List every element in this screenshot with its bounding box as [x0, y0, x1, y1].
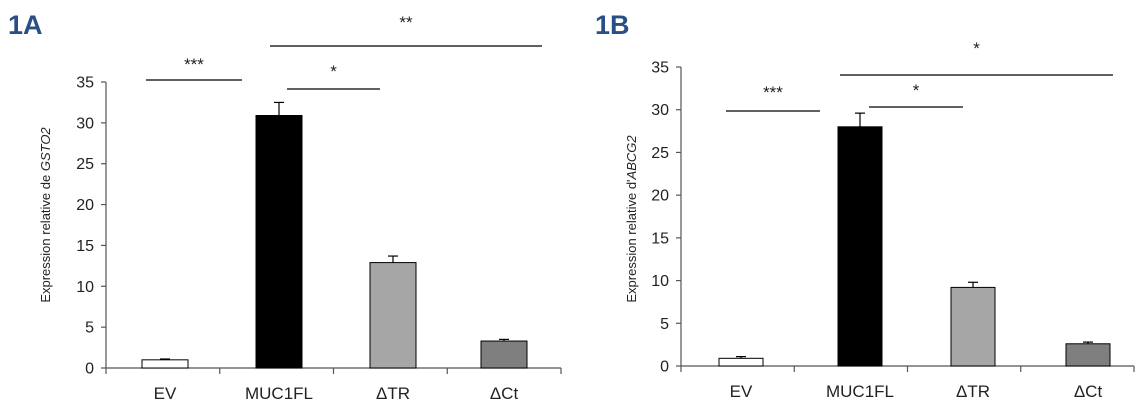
x-tick-label: ΔTR [956, 382, 990, 401]
y-tick-label: 30 [76, 115, 94, 132]
significance-annotations: *** ** [726, 39, 1113, 112]
y-tick-label: 5 [85, 320, 94, 337]
y-axis-label: Expression relative de GSTO2 [38, 127, 53, 303]
significance-label: ** [399, 13, 413, 32]
x-tick-label: EV [730, 382, 753, 401]
y-tick-label: 35 [651, 60, 669, 77]
significance-annotations: *** *** [146, 13, 542, 90]
x-tick-labels: EV MUC1FL ΔTR ΔCt [730, 382, 1103, 401]
y-tick-label: 10 [651, 273, 669, 290]
bars [718, 126, 1111, 367]
x-tick-label: EV [154, 384, 177, 403]
y-tick-label: 25 [76, 156, 94, 173]
significance-label: * [973, 39, 980, 58]
y-ticks: 0 5 10 15 20 25 30 35 [76, 75, 562, 378]
bar [1065, 343, 1111, 367]
x-tick-label: ΔCt [1074, 382, 1103, 401]
significance-label: * [913, 81, 920, 100]
y-tick-label: 30 [651, 102, 669, 119]
error-bars [160, 101, 509, 360]
y-tick-label: 20 [651, 188, 669, 205]
y-ticks: 0 5 10 15 20 25 30 35 [651, 60, 1135, 376]
x-tick-label: MUC1FL [245, 384, 313, 403]
significance-label: *** [184, 55, 204, 74]
bar [837, 126, 883, 367]
y-axis-label: Expression relative d'ABCG2 [624, 135, 639, 303]
significance-label: * [330, 62, 337, 81]
y-tick-label: 0 [85, 361, 94, 378]
chart-panel-1a: 1A Expression relative de GSTO2 0 5 10 15 20… [8, 10, 562, 403]
y-tick-label: 25 [651, 145, 669, 162]
bar [369, 262, 417, 369]
panel-label: 1B [595, 10, 630, 40]
y-tick-label: 0 [660, 359, 669, 376]
y-tick-label: 20 [76, 197, 94, 214]
bar [480, 340, 528, 369]
y-tick-label: 15 [76, 238, 94, 255]
y-tick-label: 10 [76, 279, 94, 296]
significance-label: *** [763, 83, 783, 102]
x-tick-label: ΔCt [490, 384, 519, 403]
y-tick-label: 5 [660, 316, 669, 333]
x-tick-labels: EV MUC1FL ΔTR ΔCt [154, 384, 519, 403]
bar [255, 115, 303, 369]
bars [141, 115, 528, 369]
bar [718, 357, 764, 367]
y-tick-label: 15 [651, 230, 669, 247]
bar [141, 359, 189, 369]
y-tick-label: 35 [76, 75, 94, 92]
bar [950, 286, 996, 367]
error-bars [736, 112, 1093, 359]
x-tick-label: MUC1FL [826, 382, 894, 401]
panel-label: 1A [8, 10, 43, 40]
chart-panel-1b: 1B Expression relative d'ABCG2 0 5 10 15 20 2… [595, 10, 1135, 401]
x-tick-label: ΔTR [376, 384, 410, 403]
